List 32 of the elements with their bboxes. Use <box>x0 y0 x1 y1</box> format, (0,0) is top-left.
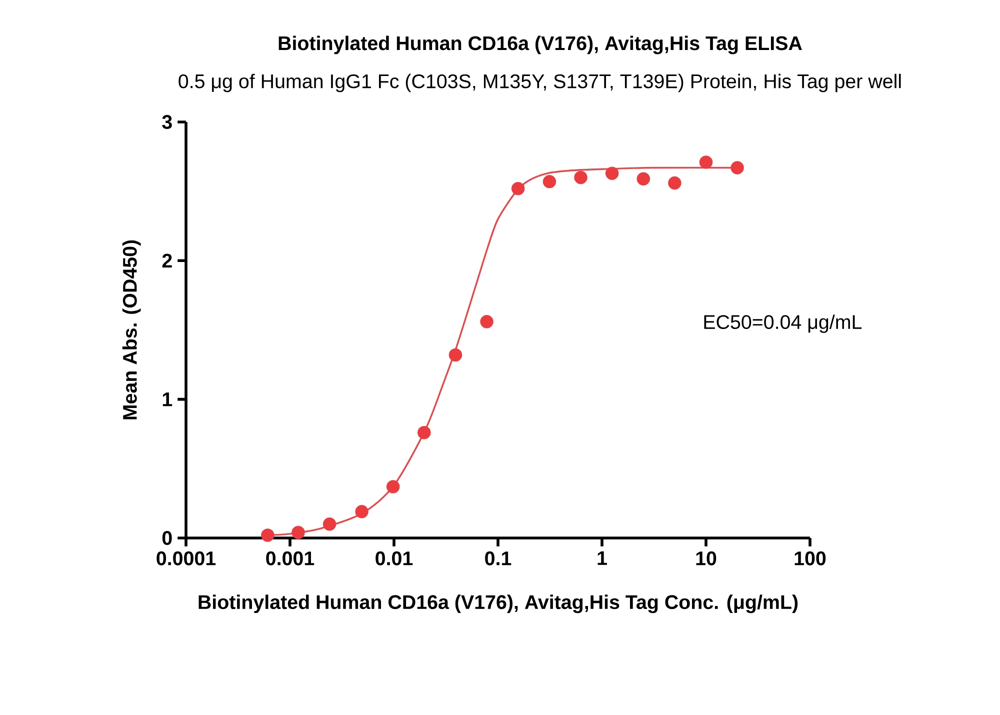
x-tick-label: 0.001 <box>266 551 314 566</box>
x-tick-label: 0.0001 <box>156 551 216 566</box>
annotation: EC50=0.04 μg/mL <box>704 314 862 333</box>
point <box>574 170 588 184</box>
point <box>480 315 494 328</box>
point <box>605 166 619 180</box>
x-tick-label: 0.1 <box>485 551 512 566</box>
y-tick-label: 2 <box>162 254 172 268</box>
y-tick-label: 0 <box>162 531 172 545</box>
point <box>292 526 305 540</box>
x-tick-label: 100 <box>794 551 826 566</box>
x-tick-label: 10 <box>696 551 716 566</box>
point <box>542 175 556 188</box>
chart-subtitle: 0.5 μg of Human IgG1 Fc (C103S, M135Y, S137T, T139E) Protein, His Tag per well <box>178 74 901 92</box>
point <box>511 182 525 196</box>
y-tick-label: 3 <box>162 114 172 129</box>
point <box>668 176 682 190</box>
x-tick-label: 1 <box>598 551 607 565</box>
point <box>699 156 713 169</box>
point <box>418 426 431 440</box>
point <box>261 528 274 542</box>
y-tick-label: 1 <box>162 392 172 406</box>
point <box>355 505 368 518</box>
y-axis-title: Mean Abs. (OD450) <box>122 240 141 420</box>
x-tick-label: 0.01 <box>376 551 413 566</box>
point <box>448 348 462 362</box>
point <box>322 518 336 531</box>
x-axis-title: Biotinylated Human CD16a (V176), Avitag,His Tag Conc. (μg/mL) <box>198 594 798 614</box>
chart-title: Biotinylated Human CD16a (V176), Avitag,His Tag ELISA <box>278 36 802 54</box>
point <box>730 161 744 174</box>
point <box>636 172 650 186</box>
point <box>386 480 400 494</box>
